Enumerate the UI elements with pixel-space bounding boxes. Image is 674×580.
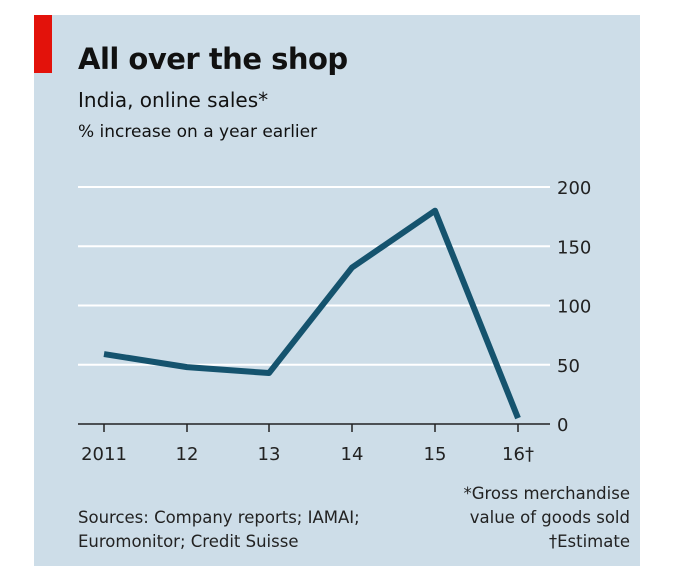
x-tick-label: 16† (502, 444, 534, 465)
sources-note: Sources: Company reports; IAMAI; Euromon… (78, 506, 360, 554)
unit-label: % increase on a year earlier (78, 122, 318, 142)
x-tick-label: 15 (424, 444, 447, 465)
footnote: *Gross merchandise value of goods sold †… (463, 482, 630, 554)
chart-subtitle: India, online sales* (78, 88, 269, 112)
y-tick-label: 200 (557, 178, 591, 199)
sources-line: Sources: Company reports; IAMAI; (78, 508, 360, 527)
footnote-line: †Estimate (548, 532, 630, 551)
y-tick-label: 50 (557, 356, 580, 377)
x-tick-label: 12 (176, 444, 199, 465)
footnote-line: *Gross merchandise (463, 484, 630, 503)
chart-title: All over the shop (78, 42, 348, 76)
footnote-line: value of goods sold (469, 508, 630, 527)
y-tick-label: 0 (557, 415, 568, 436)
x-tick-label: 2011 (81, 444, 127, 465)
y-tick-label: 100 (557, 297, 591, 318)
x-tick-label: 13 (258, 444, 281, 465)
brand-tag (34, 15, 52, 73)
sources-line: Euromonitor; Credit Suisse (78, 532, 299, 551)
y-tick-label: 150 (557, 237, 591, 258)
series-line (103, 207, 521, 420)
x-tick-label: 14 (341, 444, 364, 465)
